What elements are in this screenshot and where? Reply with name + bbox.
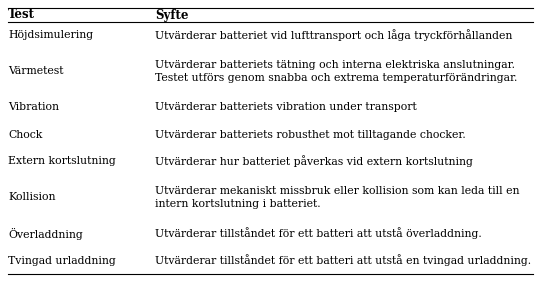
Text: Chock: Chock	[8, 129, 42, 140]
Text: Vibration: Vibration	[8, 102, 59, 113]
Text: Utvärderar batteriets tätning och interna elektriska anslutningar.
Testet utförs: Utvärderar batteriets tätning och intern…	[155, 60, 517, 83]
Text: Utvärderar batteriets vibration under transport: Utvärderar batteriets vibration under tr…	[155, 102, 417, 113]
Text: Utvärderar batteriets robusthet mot tilltagande chocker.: Utvärderar batteriets robusthet mot till…	[155, 129, 466, 140]
Text: Tvingad urladdning: Tvingad urladdning	[8, 255, 116, 265]
Text: Extern kortslutning: Extern kortslutning	[8, 157, 116, 166]
Text: Höjdsimulering: Höjdsimulering	[8, 30, 93, 41]
Text: Syfte: Syfte	[155, 8, 188, 21]
Text: Utvärderar batteriet vid lufttransport och låga tryckförhållanden: Utvärderar batteriet vid lufttransport o…	[155, 30, 512, 41]
Text: Test: Test	[8, 8, 35, 21]
Text: Utvärderar hur batteriet påverkas vid extern kortslutning: Utvärderar hur batteriet påverkas vid ex…	[155, 156, 473, 168]
Text: Kollision: Kollision	[8, 193, 56, 202]
Text: Utvärderar tillståndet för ett batteri att utstå en tvingad urladdning.: Utvärderar tillståndet för ett batteri a…	[155, 255, 531, 266]
Text: Värmetest: Värmetest	[8, 67, 63, 76]
Text: Överladdning: Överladdning	[8, 228, 83, 239]
Text: Utvärderar tillståndet för ett batteri att utstå överladdning.: Utvärderar tillståndet för ett batteri a…	[155, 228, 481, 239]
Text: Utvärderar mekaniskt missbruk eller kollision som kan leda till en
intern kortsl: Utvärderar mekaniskt missbruk eller koll…	[155, 186, 519, 209]
